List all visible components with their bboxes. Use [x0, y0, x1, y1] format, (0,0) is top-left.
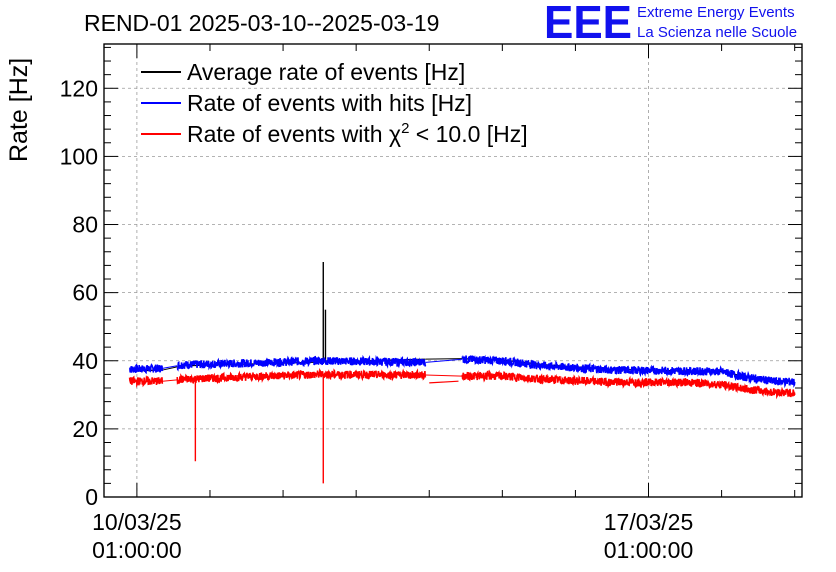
- series-line-3: [176, 367, 427, 385]
- plot-frame-outline: [103, 43, 803, 498]
- logo-line-2: La Scienza nelle Scuole: [637, 24, 798, 41]
- legend-label-3: Rate of events with χ2 < 10.0 [Hz]: [187, 120, 528, 147]
- y-tick-label: 0: [85, 484, 98, 510]
- legend-label-2: Rate of events with hits [Hz]: [187, 90, 472, 116]
- series-gap-connector-3: [162, 379, 178, 382]
- y-tick-label: 20: [72, 416, 98, 442]
- chart-title: REND-01 2025-03-10--2025-03-19: [84, 10, 440, 36]
- legend-label-1: Average rate of events [Hz]: [187, 59, 465, 85]
- y-tick-label: 80: [72, 212, 98, 238]
- y-tick-label: 60: [72, 280, 98, 306]
- series-group: [128, 261, 796, 484]
- series-line-3: [461, 369, 796, 400]
- y-tick-label: 120: [60, 75, 98, 101]
- logo-line-1: Extreme Energy Events: [637, 4, 795, 21]
- series-line-2: [461, 354, 796, 389]
- x-tick-time: 01:00:00: [92, 537, 182, 563]
- y-tick-label: 100: [60, 143, 98, 169]
- series-gap-connector-2: [162, 365, 178, 369]
- series-line-2: [176, 354, 427, 372]
- series-gap-connector-3: [425, 374, 463, 377]
- y-tick-labels: 0 20 40 60 80 100 120: [60, 75, 98, 510]
- series-line-2: [128, 363, 164, 375]
- eee-logo: EEE: [544, 2, 632, 42]
- axis-ticks: [104, 44, 802, 498]
- y-tick-label: 40: [72, 348, 98, 374]
- series-gap-connector-1: [162, 366, 178, 371]
- series-gap-segment: [429, 380, 459, 384]
- eee-logo-text: EEE: [544, 2, 632, 42]
- x-tick-date: 17/03/25: [604, 509, 694, 535]
- x-tick-date: 10/03/25: [92, 509, 182, 535]
- y-axis-label: Rate [Hz]: [5, 58, 33, 162]
- legend: Average rate of events [Hz] Rate of event…: [141, 59, 528, 147]
- x-tick-time: 01:00:00: [604, 537, 694, 563]
- series-line-3: [128, 375, 164, 389]
- series-gap-connector-2: [425, 358, 463, 363]
- plot-frame: [103, 43, 803, 498]
